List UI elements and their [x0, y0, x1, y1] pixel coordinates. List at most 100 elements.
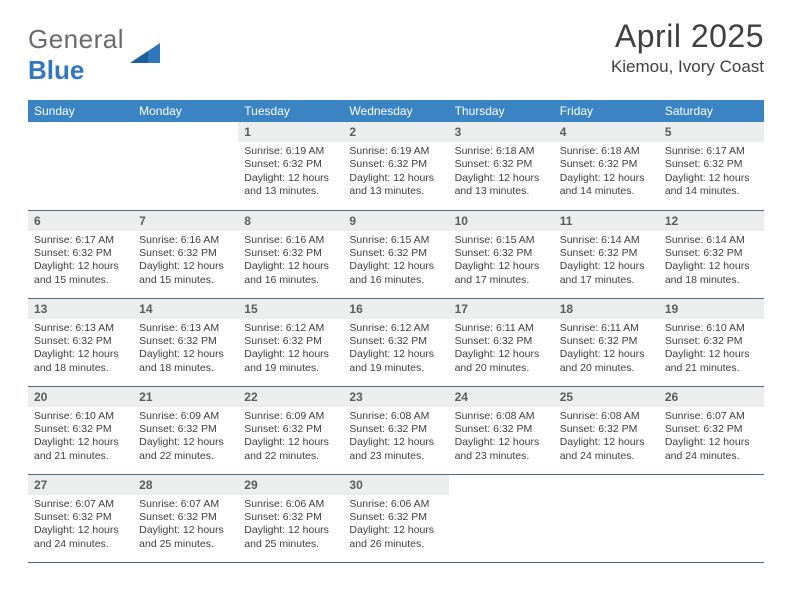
- day-data: [28, 142, 133, 156]
- day-number: 2: [343, 122, 448, 142]
- sunrise-text: Sunrise: 6:19 AM: [349, 145, 442, 158]
- daylight-text: Daylight: 12 hours and 14 minutes.: [560, 172, 653, 199]
- daylight-text: Daylight: 12 hours and 19 minutes.: [244, 348, 337, 375]
- day-number: 10: [449, 211, 554, 231]
- day-data: Sunrise: 6:11 AMSunset: 6:32 PMDaylight:…: [554, 319, 659, 380]
- calendar-day-cell: 26Sunrise: 6:07 AMSunset: 6:32 PMDayligh…: [659, 386, 764, 474]
- day-data: Sunrise: 6:19 AMSunset: 6:32 PMDaylight:…: [238, 142, 343, 203]
- sunrise-text: Sunrise: 6:06 AM: [244, 498, 337, 511]
- day-data: Sunrise: 6:11 AMSunset: 6:32 PMDaylight:…: [449, 319, 554, 380]
- sunrise-text: Sunrise: 6:14 AM: [560, 234, 653, 247]
- sunrise-text: Sunrise: 6:11 AM: [455, 322, 548, 335]
- sunrise-text: Sunrise: 6:08 AM: [349, 410, 442, 423]
- sunset-text: Sunset: 6:32 PM: [665, 423, 758, 436]
- sunrise-text: Sunrise: 6:17 AM: [34, 234, 127, 247]
- calendar-day-cell: 23Sunrise: 6:08 AMSunset: 6:32 PMDayligh…: [343, 386, 448, 474]
- calendar-page: General Blue April 2025 Kiemou, Ivory Co…: [0, 0, 792, 563]
- sunrise-text: Sunrise: 6:18 AM: [560, 145, 653, 158]
- daylight-text: Daylight: 12 hours and 24 minutes.: [34, 524, 127, 551]
- sunrise-text: Sunrise: 6:07 AM: [139, 498, 232, 511]
- day-number: 25: [554, 387, 659, 407]
- daylight-text: Daylight: 12 hours and 22 minutes.: [139, 436, 232, 463]
- daylight-text: Daylight: 12 hours and 26 minutes.: [349, 524, 442, 551]
- day-data: Sunrise: 6:07 AMSunset: 6:32 PMDaylight:…: [659, 407, 764, 468]
- sunset-text: Sunset: 6:32 PM: [139, 247, 232, 260]
- calendar-day-cell: 8Sunrise: 6:16 AMSunset: 6:32 PMDaylight…: [238, 210, 343, 298]
- sunrise-text: Sunrise: 6:15 AM: [455, 234, 548, 247]
- weekday-header: Saturday: [659, 100, 764, 122]
- calendar-day-cell: 30Sunrise: 6:06 AMSunset: 6:32 PMDayligh…: [343, 474, 448, 562]
- sunrise-text: Sunrise: 6:16 AM: [139, 234, 232, 247]
- day-data: [554, 495, 659, 509]
- calendar-day-cell: 27Sunrise: 6:07 AMSunset: 6:32 PMDayligh…: [28, 474, 133, 562]
- day-number: 3: [449, 122, 554, 142]
- daylight-text: Daylight: 12 hours and 19 minutes.: [349, 348, 442, 375]
- sunset-text: Sunset: 6:32 PM: [244, 511, 337, 524]
- calendar-day-cell: 12Sunrise: 6:14 AMSunset: 6:32 PMDayligh…: [659, 210, 764, 298]
- sunset-text: Sunset: 6:32 PM: [244, 335, 337, 348]
- day-data: Sunrise: 6:12 AMSunset: 6:32 PMDaylight:…: [238, 319, 343, 380]
- calendar-week-row: 20Sunrise: 6:10 AMSunset: 6:32 PMDayligh…: [28, 386, 764, 474]
- daylight-text: Daylight: 12 hours and 24 minutes.: [665, 436, 758, 463]
- day-number: 7: [133, 211, 238, 231]
- sunset-text: Sunset: 6:32 PM: [455, 335, 548, 348]
- day-data: Sunrise: 6:07 AMSunset: 6:32 PMDaylight:…: [28, 495, 133, 556]
- day-number: 6: [28, 211, 133, 231]
- day-data: [659, 495, 764, 509]
- sunset-text: Sunset: 6:32 PM: [455, 158, 548, 171]
- weekday-header: Tuesday: [238, 100, 343, 122]
- day-data: Sunrise: 6:10 AMSunset: 6:32 PMDaylight:…: [28, 407, 133, 468]
- calendar-day-cell: 6Sunrise: 6:17 AMSunset: 6:32 PMDaylight…: [28, 210, 133, 298]
- day-number: 28: [133, 475, 238, 495]
- weekday-header: Monday: [133, 100, 238, 122]
- sunrise-text: Sunrise: 6:10 AM: [34, 410, 127, 423]
- calendar-day-cell: 17Sunrise: 6:11 AMSunset: 6:32 PMDayligh…: [449, 298, 554, 386]
- day-number: 15: [238, 299, 343, 319]
- day-number: 5: [659, 122, 764, 142]
- daylight-text: Daylight: 12 hours and 25 minutes.: [244, 524, 337, 551]
- day-number: [28, 122, 133, 142]
- daylight-text: Daylight: 12 hours and 16 minutes.: [349, 260, 442, 287]
- sunset-text: Sunset: 6:32 PM: [560, 247, 653, 260]
- day-number: 11: [554, 211, 659, 231]
- brand-part1: General: [28, 24, 124, 54]
- sunrise-text: Sunrise: 6:08 AM: [560, 410, 653, 423]
- weekday-header: Friday: [554, 100, 659, 122]
- calendar-week-row: 13Sunrise: 6:13 AMSunset: 6:32 PMDayligh…: [28, 298, 764, 386]
- calendar-day-cell: 18Sunrise: 6:11 AMSunset: 6:32 PMDayligh…: [554, 298, 659, 386]
- sunset-text: Sunset: 6:32 PM: [560, 158, 653, 171]
- day-number: 19: [659, 299, 764, 319]
- brand-triangle-icon: [130, 41, 164, 70]
- sunset-text: Sunset: 6:32 PM: [455, 423, 548, 436]
- day-number: 30: [343, 475, 448, 495]
- calendar-empty-cell: [449, 474, 554, 562]
- sunset-text: Sunset: 6:32 PM: [349, 423, 442, 436]
- title-block: April 2025 Kiemou, Ivory Coast: [611, 18, 764, 77]
- day-number: 26: [659, 387, 764, 407]
- calendar-empty-cell: [554, 474, 659, 562]
- calendar-day-cell: 21Sunrise: 6:09 AMSunset: 6:32 PMDayligh…: [133, 386, 238, 474]
- day-data: Sunrise: 6:19 AMSunset: 6:32 PMDaylight:…: [343, 142, 448, 203]
- sunrise-text: Sunrise: 6:10 AM: [665, 322, 758, 335]
- daylight-text: Daylight: 12 hours and 23 minutes.: [455, 436, 548, 463]
- weekday-header: Thursday: [449, 100, 554, 122]
- sunrise-text: Sunrise: 6:13 AM: [34, 322, 127, 335]
- sunrise-text: Sunrise: 6:12 AM: [244, 322, 337, 335]
- calendar-day-cell: 25Sunrise: 6:08 AMSunset: 6:32 PMDayligh…: [554, 386, 659, 474]
- sunset-text: Sunset: 6:32 PM: [139, 335, 232, 348]
- daylight-text: Daylight: 12 hours and 13 minutes.: [349, 172, 442, 199]
- brand-text: General Blue: [28, 24, 124, 86]
- daylight-text: Daylight: 12 hours and 15 minutes.: [34, 260, 127, 287]
- sunset-text: Sunset: 6:32 PM: [34, 335, 127, 348]
- sunrise-text: Sunrise: 6:09 AM: [244, 410, 337, 423]
- day-number: 23: [343, 387, 448, 407]
- sunrise-text: Sunrise: 6:06 AM: [349, 498, 442, 511]
- day-number: 18: [554, 299, 659, 319]
- sunset-text: Sunset: 6:32 PM: [349, 247, 442, 260]
- sunrise-text: Sunrise: 6:12 AM: [349, 322, 442, 335]
- day-data: Sunrise: 6:06 AMSunset: 6:32 PMDaylight:…: [343, 495, 448, 556]
- calendar-day-cell: 7Sunrise: 6:16 AMSunset: 6:32 PMDaylight…: [133, 210, 238, 298]
- day-number: 24: [449, 387, 554, 407]
- sunset-text: Sunset: 6:32 PM: [560, 335, 653, 348]
- sunrise-text: Sunrise: 6:11 AM: [560, 322, 653, 335]
